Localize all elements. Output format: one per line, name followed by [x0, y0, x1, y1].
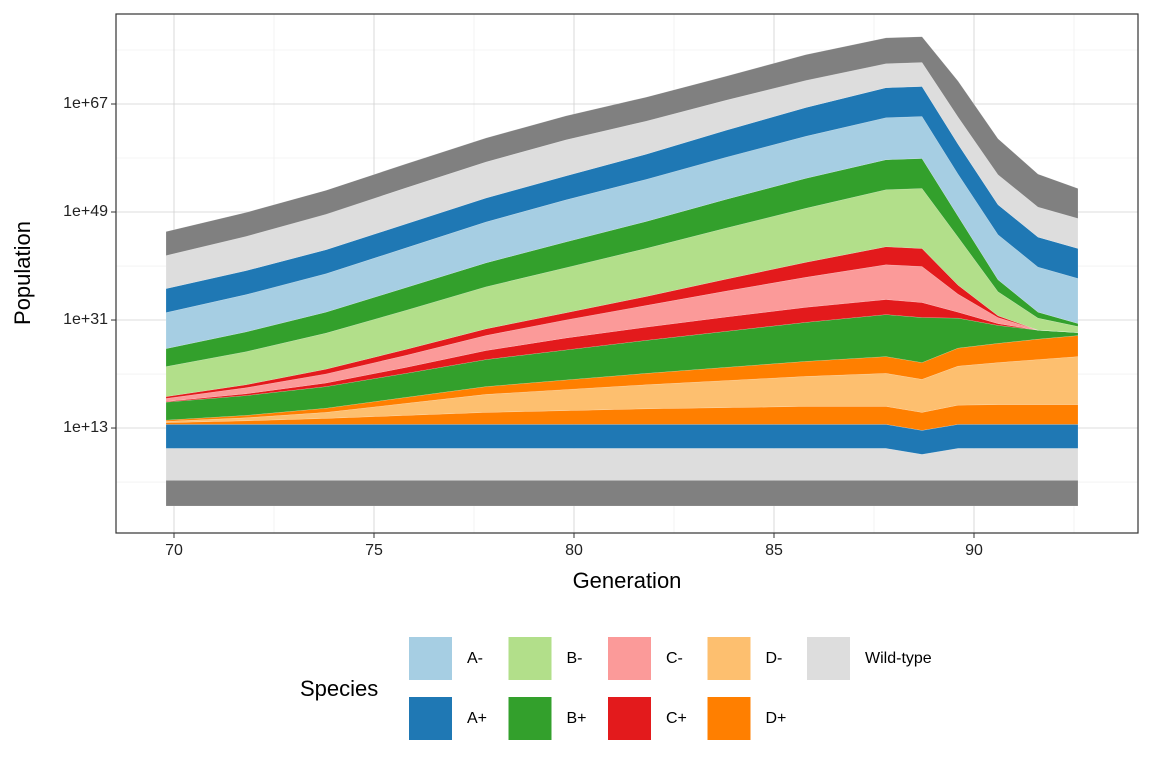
y-tick-label: 1e+13 — [63, 419, 108, 436]
legend-swatch — [409, 697, 452, 740]
y-tick-label: 1e+67 — [63, 95, 108, 112]
x-tick-label: 75 — [365, 542, 383, 559]
legend-swatch — [508, 697, 552, 740]
legend-label: A- — [467, 650, 483, 667]
legend-swatch — [608, 637, 651, 680]
legend-swatch — [807, 637, 850, 680]
legend-label: B+ — [567, 710, 587, 727]
x-tick-label: 90 — [965, 542, 983, 559]
x-axis-title: Generation — [573, 568, 682, 593]
area — [165, 448, 1079, 481]
plot-border — [115, 13, 1139, 534]
x-tick-label: 80 — [565, 542, 583, 559]
y-axis-title: Population — [10, 221, 35, 325]
area — [165, 480, 1079, 507]
legend-label: C+ — [666, 710, 687, 727]
legend-swatch — [707, 697, 751, 740]
legend-label: B- — [567, 650, 583, 667]
y-tick-label: 1e+49 — [63, 203, 108, 220]
legend-label: A+ — [467, 710, 487, 727]
legend-swatch — [409, 637, 452, 680]
y-tick-label: 1e+31 — [63, 311, 108, 328]
legend-title: Species — [300, 676, 378, 701]
area — [165, 36, 1079, 256]
legend-swatch — [508, 637, 552, 680]
legend-swatch — [608, 697, 651, 740]
legend-label: D+ — [766, 710, 787, 727]
x-tick-label: 85 — [765, 542, 783, 559]
legend-label: Wild-type — [865, 650, 932, 667]
legend-label: D- — [766, 650, 783, 667]
legend-swatch — [707, 637, 751, 680]
legend-label: C- — [666, 650, 683, 667]
x-tick-label: 70 — [165, 542, 183, 559]
